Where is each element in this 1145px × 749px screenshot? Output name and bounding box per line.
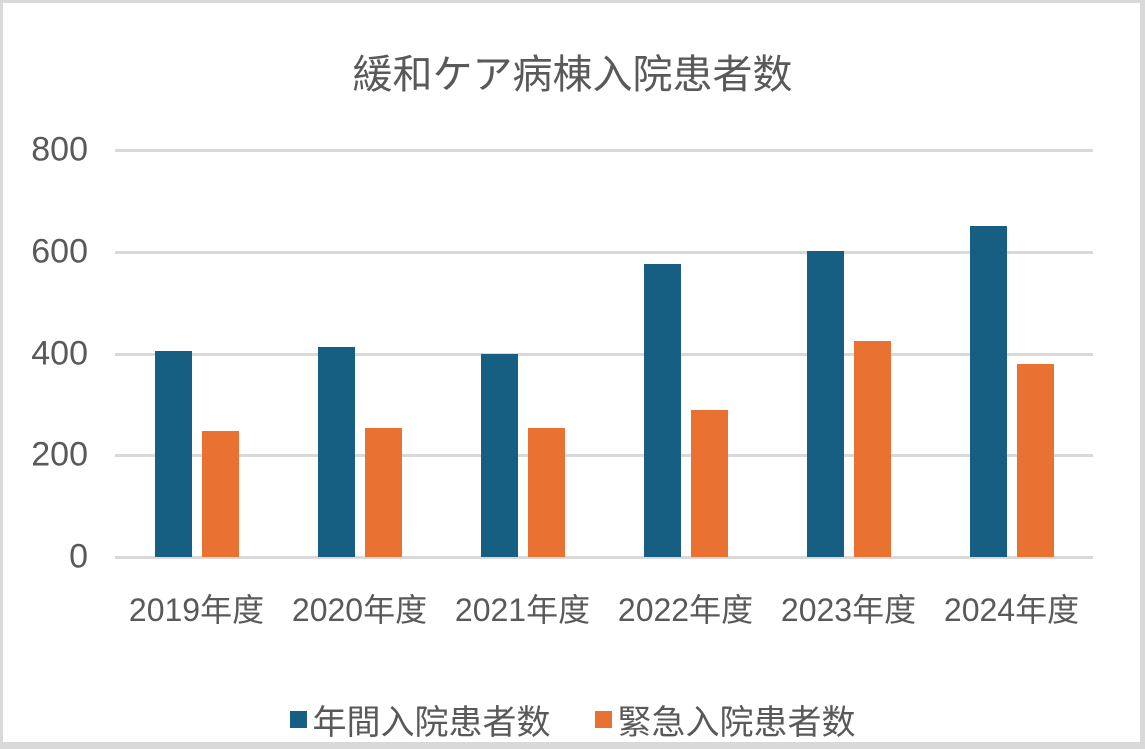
bar-emergency: [201, 430, 239, 557]
gridline: [115, 556, 1093, 559]
bar-emergency: [527, 428, 565, 557]
bar-annual: [806, 251, 844, 557]
gridline: [115, 149, 1093, 152]
y-tick-label: 0: [69, 537, 88, 576]
legend-label-emergency: 緊急入院患者数: [617, 704, 856, 742]
legend-swatch-emergency-icon: [594, 711, 612, 728]
y-tick-label: 400: [31, 334, 88, 372]
bar-annual: [480, 354, 518, 557]
y-tick-label: 800: [31, 130, 88, 169]
plot-area: [115, 149, 1093, 559]
bar-annual: [969, 226, 1007, 557]
legend-item-annual: 年間入院患者数: [289, 695, 551, 744]
x-tick-label: 2023年度: [780, 592, 917, 628]
gridline: [115, 454, 1093, 458]
x-tick-label: 2020年度: [291, 592, 428, 628]
legend-label-annual: 年間入院患者数: [312, 704, 551, 742]
y-tick-label: 600: [31, 232, 88, 271]
bar-emergency: [853, 341, 891, 557]
y-tick-label: 200: [31, 435, 88, 474]
chart-frame: [3, 3, 1140, 742]
gridline: [115, 352, 1093, 356]
legend-swatch-annual-icon: [289, 711, 307, 728]
x-tick-label: 2022年度: [617, 592, 754, 628]
bar-annual: [317, 346, 355, 557]
legend-item-emergency: 緊急入院患者数: [594, 695, 856, 744]
x-tick-label: 2019年度: [128, 592, 265, 628]
legend: 年間入院患者数 緊急入院患者数: [0, 695, 1145, 744]
bar-annual: [154, 350, 192, 557]
x-tick-label: 2021年度: [454, 592, 591, 628]
bar-emergency: [364, 428, 402, 557]
gridline: [115, 250, 1093, 254]
chart-title: 緩和ケア病棟入院患者数: [352, 53, 793, 97]
bar-annual: [643, 263, 681, 557]
bar-emergency: [1016, 364, 1054, 557]
x-tick-label: 2024年度: [943, 592, 1080, 628]
bar-emergency: [690, 409, 728, 557]
